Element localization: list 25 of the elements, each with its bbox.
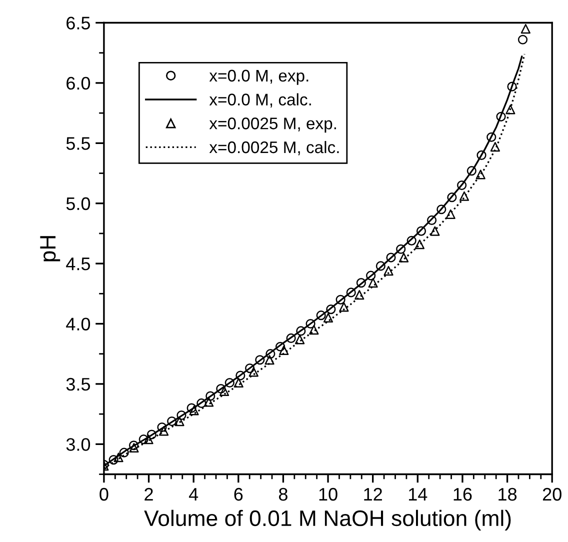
x-tick-label: 16 xyxy=(454,488,472,501)
y-tick-label: 5.0 xyxy=(66,197,90,210)
y-axis-title: pH xyxy=(40,236,60,262)
y-tick-label: 6.0 xyxy=(66,76,90,90)
x-tick-label: 0 xyxy=(100,488,108,501)
x-tick-label: 20 xyxy=(542,488,562,501)
legend-label: x=0.0 M, exp. xyxy=(209,70,308,85)
x-tick-label: 12 xyxy=(364,488,382,501)
x-tick-label: 10 xyxy=(319,488,338,501)
legend-label: x=0.0025 M, calc. xyxy=(209,140,339,156)
legend-label: x=0.0 M, calc. xyxy=(209,93,311,108)
y-tick-label: 3.0 xyxy=(66,438,90,451)
y-tick-label: 6.5 xyxy=(66,16,90,30)
legend-label: x=0.0025 M, exp. xyxy=(209,118,336,133)
y-tick-label: 4.5 xyxy=(66,258,90,270)
x-tick-label: 2 xyxy=(144,488,153,501)
y-tick-label: 5.5 xyxy=(66,137,90,150)
x-tick-label: 8 xyxy=(278,488,288,501)
x-tick-label: 4 xyxy=(188,488,198,501)
x-tick-label: 18 xyxy=(498,488,517,501)
x-tick-label: 6 xyxy=(234,488,243,501)
x-tick-label: 14 xyxy=(408,488,428,501)
x-axis-title: Volume of 0.01 M NaOH solution (ml) xyxy=(144,510,511,531)
y-tick-label: 3.5 xyxy=(66,378,90,391)
y-tick-label: 4.0 xyxy=(66,318,90,330)
